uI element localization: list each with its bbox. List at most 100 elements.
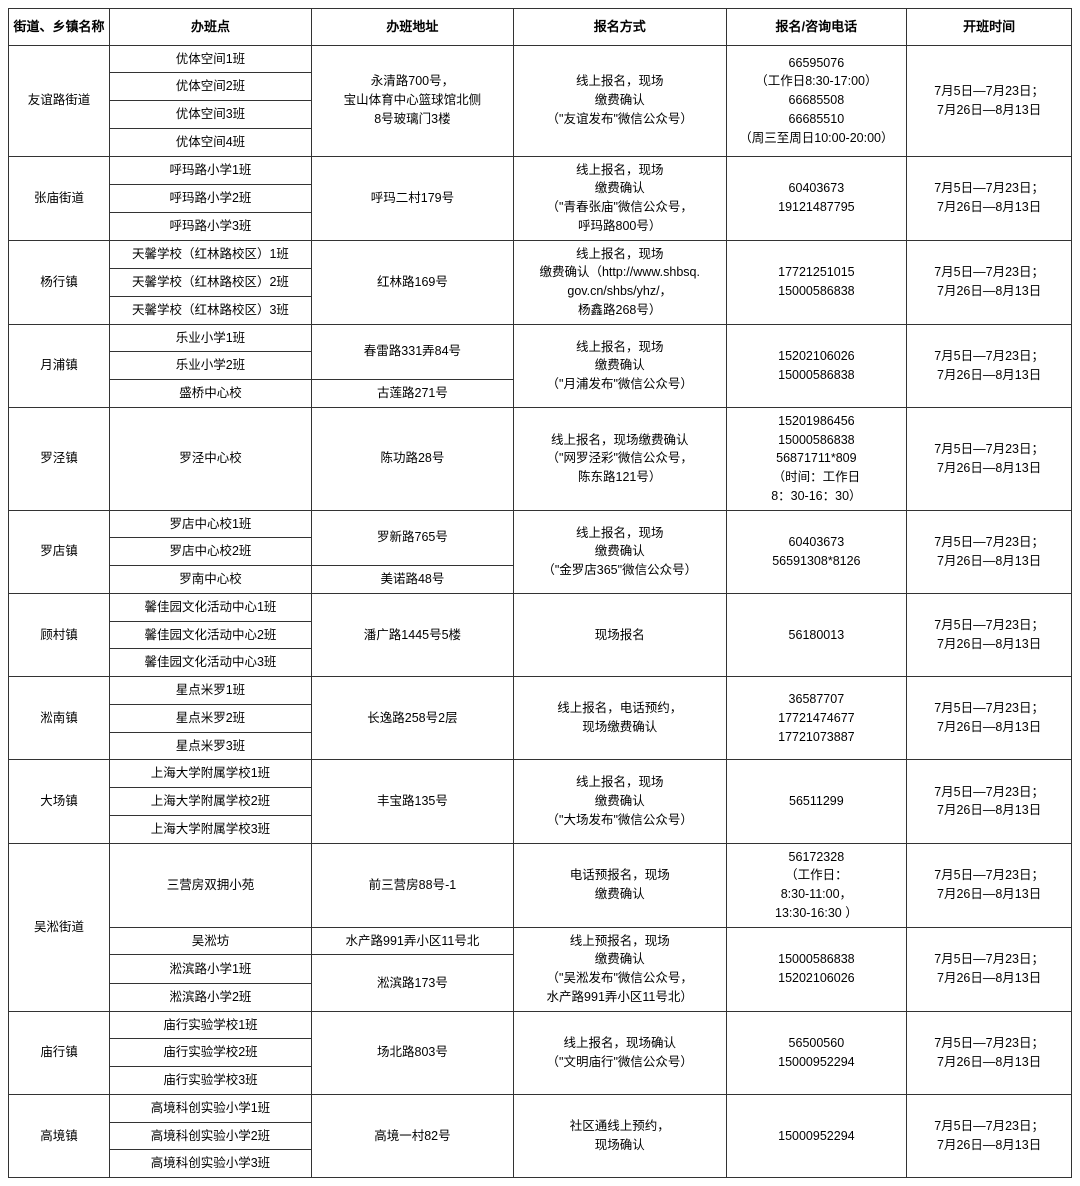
cell: 庙行实验学校3班 [109,1067,311,1095]
cell: 7月5日—7月23日；7月26日—8月13日 [907,324,1072,407]
cell: 丰宝路135号 [311,760,513,843]
cell: 线上报名，现场缴费确认（"青春张庙"微信公众号，呼玛路800号） [513,156,726,240]
cell: 7月5日—7月23日；7月26日—8月13日 [907,927,1072,1011]
cell: 场北路803号 [311,1011,513,1094]
cell: 大场镇 [9,760,110,843]
cell: 吴淞坊 [109,927,311,955]
cell: 永清路700号，宝山体育中心篮球馆北侧8号玻璃门3楼 [311,45,513,156]
cell: 线上报名，现场缴费确认（"大场发布"微信公众号） [513,760,726,843]
cell: 淞南镇 [9,677,110,760]
cell: 优体空间4班 [109,128,311,156]
cell: 7月5日—7月23日；7月26日—8月13日 [907,677,1072,760]
h-class: 办班点 [109,9,311,46]
cell: 7月5日—7月23日；7月26日—8月13日 [907,760,1072,843]
cell: 杨行镇 [9,240,110,324]
cell: 罗泾中心校 [109,407,311,510]
cell: 365877071772147467717721073887 [726,677,907,760]
cell: 线上报名，现场缴费确认（http://www.shbsq.gov.cn/shbs… [513,240,726,324]
cell: 陈功路28号 [311,407,513,510]
cell: 呼玛路小学3班 [109,212,311,240]
cell: 顾村镇 [9,593,110,676]
cell: 庙行实验学校1班 [109,1011,311,1039]
cell: 淞滨路小学1班 [109,955,311,984]
cell: 线上报名，现场确认（"文明庙行"微信公众号） [513,1011,726,1094]
cell: 前三营房88号-1 [311,843,513,927]
cell: 线上预报名，现场缴费确认（"吴淞发布"微信公众号，水产路991弄小区11号北） [513,927,726,1011]
cell: 天馨学校（红林路校区）2班 [109,268,311,296]
cell: 社区通线上预约，现场确认 [513,1094,726,1177]
cell: 线上报名，电话预约，现场缴费确认 [513,677,726,760]
h-signup: 报名方式 [513,9,726,46]
h-phone: 报名/咨询电话 [726,9,907,46]
cell: 罗新路765号 [311,510,513,566]
cell: 庙行镇 [9,1011,110,1094]
cell: 6040367356591308*8126 [726,510,907,593]
cell: 乐业小学1班 [109,324,311,352]
cell: 罗店中心校2班 [109,538,311,566]
cell: 高境科创实验小学2班 [109,1122,311,1150]
cell: 呼玛路小学1班 [109,156,311,184]
cell: 馨佳园文化活动中心3班 [109,649,311,677]
cell: 馨佳园文化活动中心1班 [109,593,311,621]
cell: 优体空间1班 [109,45,311,73]
cell: 淞滨路173号 [311,955,513,1011]
cell: 天馨学校（红林路校区）3班 [109,296,311,324]
cell: 56511299 [726,760,907,843]
cell: 7月5日—7月23日；7月26日—8月13日 [907,843,1072,927]
cell: 1500058683815202106026 [726,927,907,1011]
h-address: 办班地址 [311,9,513,46]
cell: 呼玛路小学2班 [109,184,311,212]
cell: 高境一村82号 [311,1094,513,1177]
cell: 罗泾镇 [9,407,110,510]
cell: 7月5日—7月23日；7月26日—8月13日 [907,240,1072,324]
cell: 友谊路街道 [9,45,110,156]
cell: 月浦镇 [9,324,110,407]
cell: 星点米罗2班 [109,704,311,732]
cell: 潘广路1445号5楼 [311,593,513,676]
cell: 美诺路48号 [311,566,513,594]
cell: 1772125101515000586838 [726,240,907,324]
cell: 星点米罗3班 [109,732,311,760]
cell: 15000952294 [726,1094,907,1177]
cell: 5650056015000952294 [726,1011,907,1094]
cell: 乐业小学2班 [109,352,311,380]
cell: 6040367319121487795 [726,156,907,240]
h-time: 开班时间 [907,9,1072,46]
schedule-table: 街道、乡镇名称 办班点 办班地址 报名方式 报名/咨询电话 开班时间 友谊路街道… [8,8,1072,1178]
cell: 66595076（工作日8:30-17:00）6668550866685510（… [726,45,907,156]
cell: 罗南中心校 [109,566,311,594]
cell: 1520210602615000586838 [726,324,907,407]
cell: 7月5日—7月23日；7月26日—8月13日 [907,1011,1072,1094]
cell: 优体空间2班 [109,73,311,101]
cell: 现场报名 [513,593,726,676]
cell: 水产路991弄小区11号北 [311,927,513,955]
cell: 56172328（工作日：8:30-11:00，13:30-16:30 ） [726,843,907,927]
cell: 56180013 [726,593,907,676]
cell: 高境科创实验小学3班 [109,1150,311,1178]
cell: 上海大学附属学校2班 [109,788,311,816]
cell: 古莲路271号 [311,380,513,408]
cell: 线上报名，现场缴费确认（"金罗店365"微信公众号） [513,510,726,593]
cell: 7月5日—7月23日；7月26日—8月13日 [907,407,1072,510]
cell: 电话预报名，现场缴费确认 [513,843,726,927]
cell: 优体空间3班 [109,101,311,129]
cell: 庙行实验学校2班 [109,1039,311,1067]
header-row: 街道、乡镇名称 办班点 办班地址 报名方式 报名/咨询电话 开班时间 [9,9,1072,46]
cell: 线上报名，现场缴费确认（"网罗泾彩"微信公众号，陈东路121号） [513,407,726,510]
cell: 线上报名，现场缴费确认（"月浦发布"微信公众号） [513,324,726,407]
cell: 淞滨路小学2班 [109,983,311,1011]
cell: 盛桥中心校 [109,380,311,408]
cell: 馨佳园文化活动中心2班 [109,621,311,649]
cell: 红林路169号 [311,240,513,324]
cell: 张庙街道 [9,156,110,240]
cell: 呼玛二村179号 [311,156,513,240]
cell: 7月5日—7月23日；7月26日—8月13日 [907,1094,1072,1177]
cell: 吴淞街道 [9,843,110,1011]
cell: 天馨学校（红林路校区）1班 [109,240,311,268]
cell: 高境科创实验小学1班 [109,1094,311,1122]
cell: 春雷路331弄84号 [311,324,513,380]
cell: 三营房双拥小苑 [109,843,311,927]
cell: 罗店中心校1班 [109,510,311,538]
cell: 上海大学附属学校1班 [109,760,311,788]
cell: 7月5日—7月23日；7月26日—8月13日 [907,156,1072,240]
